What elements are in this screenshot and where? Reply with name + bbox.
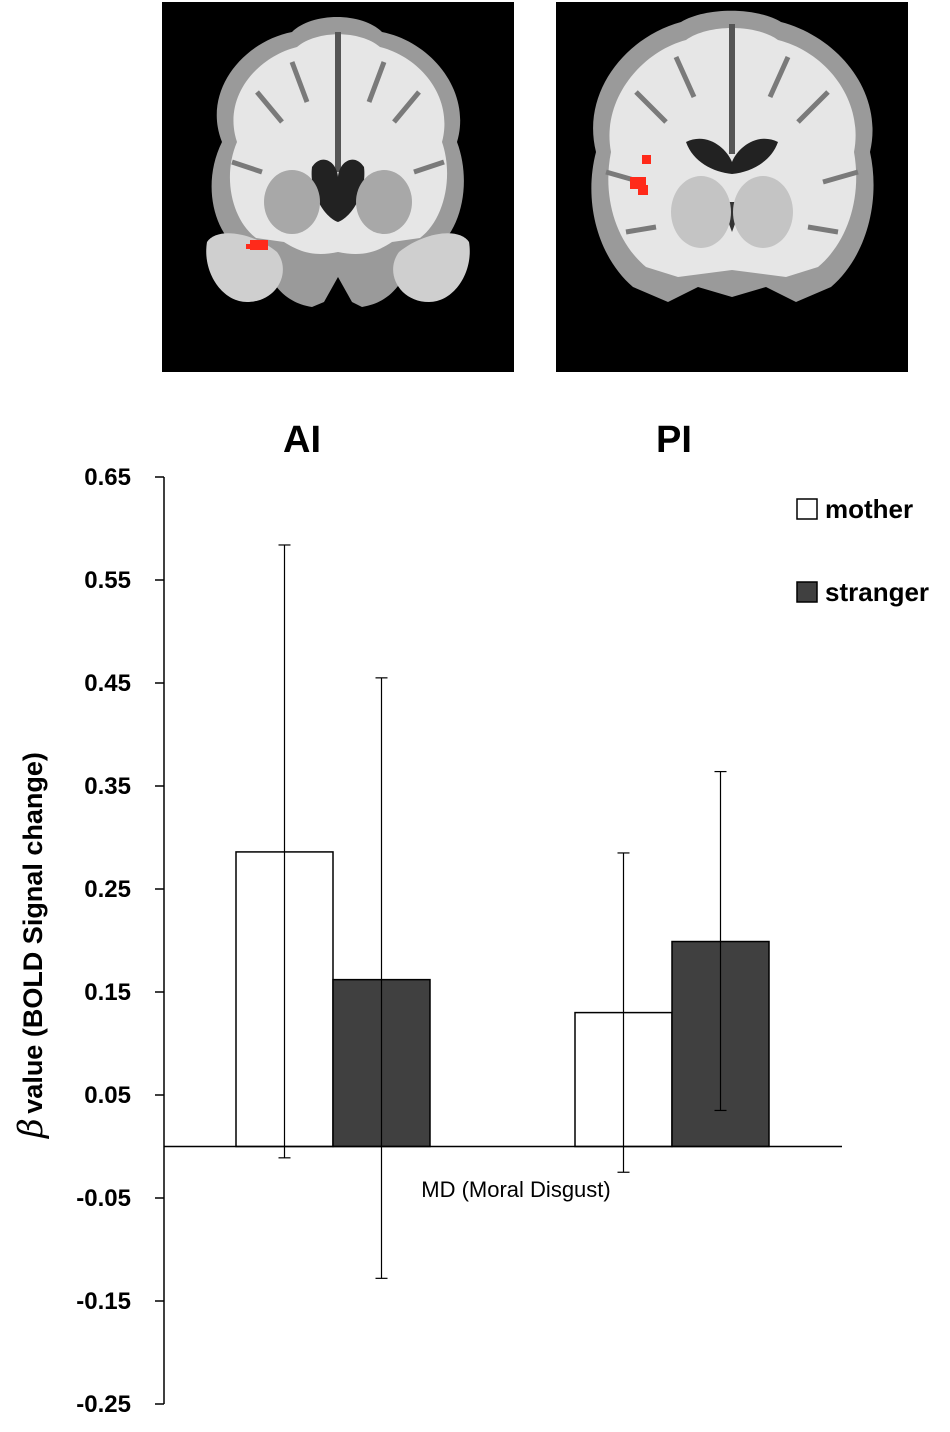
- brain-slice-pi-graphic: [591, 10, 874, 302]
- y-axis: 0.65 0.55 0.45 0.35 0.25 0.15 0.05 -0.05 -0.15 -0…: [76, 464, 165, 1418]
- legend-swatch-mother: [796, 498, 818, 520]
- svg-text:β value (BOLD Signal cha: β value (BOLD Signal change): [11, 752, 51, 1140]
- x-axis-label: MD (Moral Disgust): [421, 1177, 610, 1202]
- y-axis-label-symbol: β: [11, 1118, 51, 1140]
- y-tick-label: -0.05: [76, 1185, 131, 1212]
- y-tick-label: 0.65: [84, 464, 131, 491]
- bars: [235, 851, 770, 1148]
- y-axis-label-text: value (BOLD Signal change): [18, 752, 48, 1114]
- legend: mother stranger: [796, 494, 929, 607]
- y-tick-label: 0.25: [84, 876, 131, 903]
- y-tick-label: -0.25: [76, 1391, 131, 1418]
- y-tick-label: 0.15: [84, 979, 131, 1006]
- y-tick-label: -0.15: [76, 1288, 131, 1315]
- y-tick-label: 0.55: [84, 567, 131, 594]
- legend-label-stranger: stranger: [825, 577, 929, 607]
- brain-slice-ai-graphic: [206, 17, 470, 307]
- y-tick-label: 0.45: [84, 670, 131, 697]
- group-label-ai: AI: [283, 419, 321, 461]
- brain-image-ai: [162, 2, 514, 372]
- y-tick-label: 0.05: [84, 1082, 131, 1109]
- brain-image-pi: [556, 2, 908, 372]
- y-tick-label: 0.35: [84, 773, 131, 800]
- error-bars: [278, 544, 727, 1279]
- y-axis-label: β value (BOLD Signal change): [11, 752, 51, 1140]
- legend-swatch-stranger: [796, 581, 818, 603]
- group-label-pi: PI: [656, 419, 692, 461]
- legend-label-mother: mother: [825, 494, 913, 524]
